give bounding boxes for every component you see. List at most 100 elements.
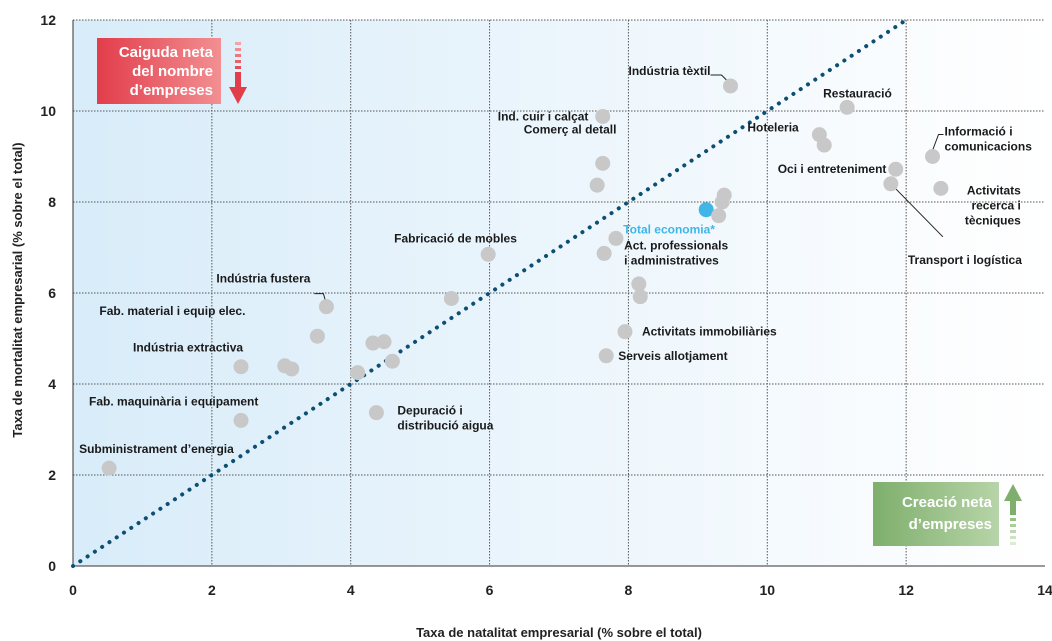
data-point <box>595 155 611 171</box>
data-point <box>443 290 459 306</box>
label-leader-line <box>314 293 326 301</box>
data-point <box>596 245 612 261</box>
net-creation-box: Creació neta d’empreses <box>873 482 1022 546</box>
point-label-line: Informació i <box>945 125 1013 139</box>
y-axis-title: Taxa de mortalitat empresarial (% sobre … <box>10 142 25 437</box>
y-tick-label: 2 <box>48 467 56 483</box>
point-label: Comerç al detall <box>524 122 617 136</box>
point-label: Serveis allotjament <box>618 349 727 363</box>
data-point <box>350 365 366 381</box>
net-decline-line-1: Caiguda neta <box>119 44 214 61</box>
data-point <box>101 460 117 476</box>
x-tick-label: 14 <box>1037 582 1052 598</box>
data-point-highlight <box>698 202 714 218</box>
point-label: Hoteleria <box>747 121 799 135</box>
data-point <box>722 78 738 94</box>
data-point <box>480 246 496 262</box>
point-label: Fab. maquinària i equipament <box>89 394 258 408</box>
data-point <box>376 334 392 350</box>
data-point <box>888 161 904 177</box>
point-label: Depuració i distribució aigua <box>397 404 493 433</box>
point-label: Informació i comunicacions <box>945 125 1033 154</box>
label-leader-lines <box>314 74 944 301</box>
point-label: Oci i entreteniment <box>778 162 887 176</box>
point-label: Indústria fustera <box>216 272 310 286</box>
data-point <box>608 230 624 246</box>
point-label: Ind. cuir i calçat <box>498 109 589 123</box>
net-decline-line-3: d’empreses <box>130 82 213 99</box>
data-point <box>617 324 633 340</box>
data-point <box>839 99 855 115</box>
point-label-line: tècniques <box>965 213 1021 227</box>
point-label: Indústria extractiva <box>133 341 243 355</box>
point-label: Restauració <box>823 86 892 100</box>
data-point <box>233 359 249 375</box>
point-label: Fabricació de mobles <box>394 231 517 245</box>
point-label-line: distribució aigua <box>397 419 493 433</box>
y-tick-label: 12 <box>40 12 56 28</box>
x-tick-label: 8 <box>625 582 633 598</box>
net-creation-line-2: d’empreses <box>909 516 992 533</box>
data-point <box>233 412 249 428</box>
x-tick-label: 0 <box>69 582 77 598</box>
y-tick-label: 10 <box>40 103 56 119</box>
data-point <box>883 176 899 192</box>
data-point <box>711 208 727 224</box>
point-label: Indústria tèxtil <box>628 64 710 78</box>
tick-labels: 0 2 4 6 8 10 12 14 0 2 4 6 8 10 12 <box>40 12 1052 598</box>
data-point <box>309 328 325 344</box>
data-point <box>925 149 941 164</box>
point-label: Activitats recerca i tècniques <box>965 183 1021 227</box>
data-point <box>384 353 400 369</box>
point-label: Activitats immobiliàries <box>642 325 777 339</box>
x-axis-title: Taxa de natalitat empresarial (% sobre e… <box>416 625 702 640</box>
data-point <box>631 276 647 292</box>
point-label-line: Act. professionals <box>624 238 728 252</box>
net-decline-line-2: del nombre <box>132 63 213 80</box>
net-creation-line-1: Creació neta <box>902 494 993 511</box>
point-label: Transport i logística <box>908 253 1022 267</box>
y-tick-label: 4 <box>48 376 56 392</box>
x-tick-label: 12 <box>898 582 914 598</box>
point-labels: Subministrament d’energia Fab. maquinària… <box>79 64 1032 456</box>
arrow-up-icon <box>1004 484 1022 545</box>
y-tick-label: 0 <box>48 558 56 574</box>
data-point <box>716 187 732 203</box>
data-point <box>284 361 300 377</box>
data-point <box>589 177 605 193</box>
net-creation-box-bg <box>873 482 999 546</box>
x-tick-label: 4 <box>347 582 355 598</box>
label-leader-line <box>710 74 727 81</box>
point-label-line: Depuració i <box>397 404 462 418</box>
grid-lines <box>73 19 1045 566</box>
axes <box>72 20 1045 567</box>
data-point <box>595 108 611 124</box>
point-label: Fab. material i equip elec. <box>99 304 245 318</box>
point-label-line: recerca i <box>971 198 1020 212</box>
data-point <box>368 405 384 421</box>
point-label: Act. professionals i administratives <box>624 238 728 267</box>
point-label-line: Activitats <box>967 183 1021 197</box>
data-point <box>365 335 381 351</box>
label-leader-line <box>932 134 944 151</box>
x-tick-label: 6 <box>486 582 494 598</box>
point-label: Total economia* <box>623 223 715 237</box>
point-label-line: i administratives <box>624 253 719 267</box>
reference-diagonal <box>71 18 909 568</box>
diagonal-line <box>71 18 909 568</box>
data-point <box>632 289 648 305</box>
data-point <box>598 348 614 364</box>
x-tick-label: 2 <box>208 582 216 598</box>
net-decline-box: Caiguda neta del nombre d’empreses <box>97 38 247 104</box>
arrow-down-icon <box>229 42 247 104</box>
data-points <box>101 78 949 476</box>
point-label: Subministrament d’energia <box>79 442 234 456</box>
data-point <box>816 137 832 153</box>
point-label-line: comunicacions <box>945 140 1033 154</box>
data-point <box>933 180 949 196</box>
x-tick-label: 10 <box>759 582 775 598</box>
net-decline-box-bg <box>97 38 221 104</box>
data-point <box>318 299 334 315</box>
y-tick-label: 8 <box>48 194 56 210</box>
